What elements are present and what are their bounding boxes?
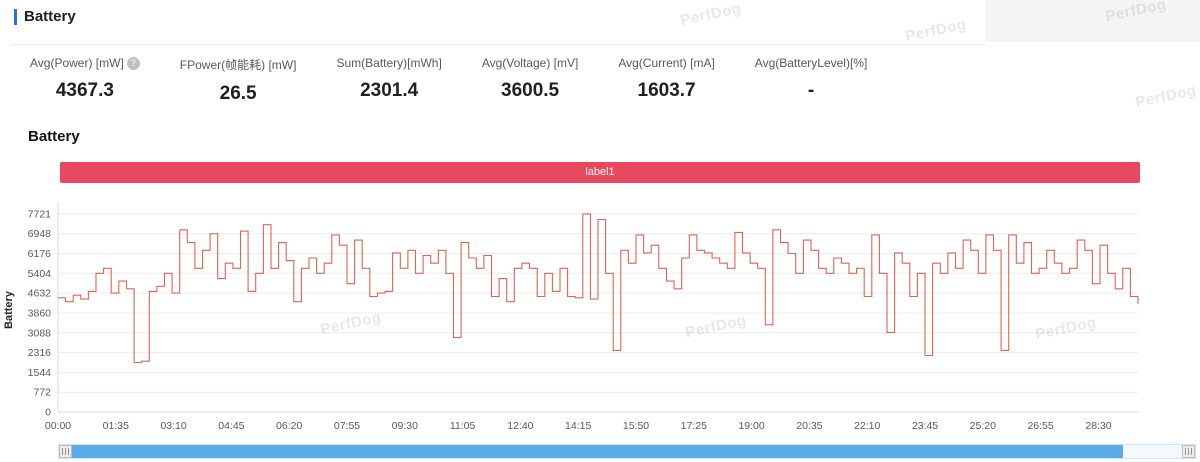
stat-fpower: FPower(帧能耗) [mW] 26.5: [180, 56, 297, 105]
svg-text:28:30: 28:30: [1085, 420, 1111, 432]
stat-label: Avg(Voltage) [mV]: [481, 56, 579, 70]
perfdog-watermark: PerfDog: [678, 0, 743, 30]
svg-text:11:05: 11:05: [450, 420, 476, 432]
scrollbar-right-handle[interactable]: [1182, 445, 1195, 458]
stat-avg-voltage: Avg(Voltage) [mV] 3600.5: [482, 56, 579, 105]
svg-text:04:45: 04:45: [218, 420, 244, 432]
background-shade: [985, 0, 1200, 42]
header-divider: [12, 44, 985, 45]
svg-text:07:55: 07:55: [334, 420, 360, 432]
svg-text:03:10: 03:10: [160, 420, 186, 432]
svg-text:22:10: 22:10: [854, 420, 880, 432]
svg-text:5404: 5404: [28, 268, 52, 280]
stat-value: 4367.3: [55, 80, 114, 101]
svg-text:06:20: 06:20: [276, 420, 302, 432]
svg-text:7721: 7721: [28, 208, 52, 220]
panel-title: Battery: [24, 8, 76, 25]
perfdog-watermark: PerfDog: [1133, 81, 1198, 112]
svg-text:12:40: 12:40: [507, 420, 533, 432]
svg-text:3860: 3860: [28, 308, 52, 320]
stats-row: Avg(Power) [mW]? 4367.3 FPower(帧能耗) [mW]…: [30, 56, 867, 105]
stat-label: FPower(帧能耗) [mW]: [179, 58, 297, 72]
scrollbar-left-handle[interactable]: [59, 445, 72, 458]
svg-text:14:15: 14:15: [565, 420, 591, 432]
stat-label: Avg(Current) [mA]: [618, 56, 715, 70]
stat-value: 3600.5: [501, 80, 560, 101]
panel-header: Battery: [14, 8, 76, 25]
chart-horizontal-scrollbar[interactable]: [58, 444, 1196, 459]
stat-avg-power: Avg(Power) [mW]? 4367.3: [30, 56, 140, 105]
battery-chart-area[interactable]: 0 772 1544 2316 3088 3860 4632 5404 6176 6948 7721…: [0, 196, 1200, 440]
stat-label: Avg(Power) [mW]?: [30, 56, 140, 70]
svg-text:4632: 4632: [28, 288, 52, 300]
svg-text:19:00: 19:00: [738, 420, 764, 432]
series-legend-banner[interactable]: label1: [60, 162, 1140, 183]
stat-label: Avg(BatteryLevel)[%]: [754, 56, 868, 70]
stat-value: 26.5: [219, 83, 257, 104]
stat-sum-battery: Sum(Battery)[mWh] 2301.4: [336, 56, 441, 105]
svg-text:25:20: 25:20: [970, 420, 996, 432]
battery-step-chart[interactable]: 0 772 1544 2316 3088 3860 4632 5404 6176 6948 7721…: [0, 196, 1200, 440]
svg-text:6176: 6176: [28, 248, 52, 260]
svg-text:20:35: 20:35: [796, 420, 822, 432]
stat-avg-battery-level: Avg(BatteryLevel)[%] -: [755, 56, 868, 105]
stat-value: 2301.4: [360, 80, 419, 101]
svg-text:1544: 1544: [28, 367, 52, 379]
svg-text:2316: 2316: [28, 347, 52, 359]
stat-value: 1603.7: [637, 80, 696, 101]
svg-text:0: 0: [45, 407, 51, 419]
header-accent-bar: [14, 8, 17, 25]
svg-text:Battery: Battery: [3, 290, 15, 329]
svg-text:3088: 3088: [28, 327, 52, 339]
stat-value: -: [807, 80, 815, 101]
svg-text:09:30: 09:30: [392, 420, 418, 432]
perfdog-watermark: PerfDog: [903, 15, 968, 46]
svg-text:26:55: 26:55: [1027, 420, 1053, 432]
scrollbar-thumb[interactable]: [72, 445, 1123, 458]
svg-text:6948: 6948: [28, 228, 52, 240]
stat-avg-current: Avg(Current) [mA] 1603.7: [618, 56, 714, 105]
svg-text:23:45: 23:45: [912, 420, 938, 432]
svg-text:15:50: 15:50: [623, 420, 649, 432]
svg-text:00:00: 00:00: [45, 420, 71, 432]
svg-text:17:25: 17:25: [681, 420, 707, 432]
svg-text:772: 772: [33, 387, 51, 399]
svg-text:01:35: 01:35: [103, 420, 129, 432]
help-icon[interactable]: ?: [126, 57, 140, 70]
chart-section-title: Battery: [28, 128, 80, 145]
stat-label: Sum(Battery)[mWh]: [336, 56, 442, 70]
